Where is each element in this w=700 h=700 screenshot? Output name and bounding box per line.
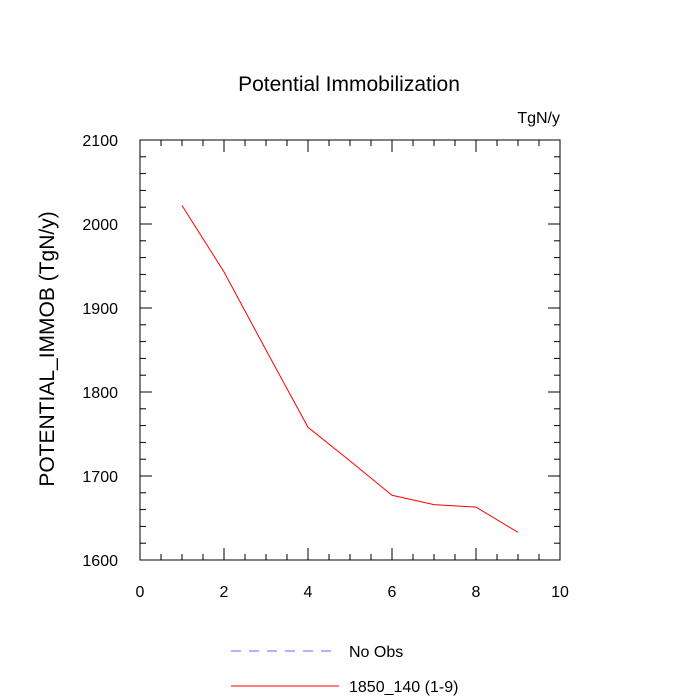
series-line: [181, 205, 519, 533]
x-tick-label: 10: [551, 584, 569, 601]
x-tick-label: 0: [136, 584, 145, 601]
x-tick-label: 4: [304, 584, 313, 601]
x-tick-label: 6: [388, 584, 397, 601]
x-tick-label: 2: [220, 584, 229, 601]
axis-tick-labels: 0 2 4 6 8 10 1600 1700 1800 1900 2000 2100: [82, 133, 569, 601]
plot-series: [181, 205, 519, 533]
y-tick-label: 1600: [82, 553, 118, 570]
legend-label: 1850_140 (1-9): [349, 679, 458, 696]
axis-ticks: [139, 139, 561, 561]
legend: No Obs 1850_140 (1-9): [231, 644, 458, 696]
units-label: TgN/y: [517, 110, 560, 127]
chart-title: Potential Immobilization: [238, 73, 460, 96]
x-tick-label: 8: [472, 584, 481, 601]
y-tick-label: 2000: [82, 217, 118, 234]
y-tick-label: 1900: [82, 301, 118, 318]
y-axis-label: POTENTIAL_IMMOB (TgN/y): [36, 211, 59, 486]
y-tick-label: 2100: [82, 133, 118, 150]
legend-label: No Obs: [349, 644, 403, 661]
y-tick-label: 1800: [82, 385, 118, 402]
y-tick-label: 1700: [82, 469, 118, 486]
plot-frame: [139, 139, 561, 561]
